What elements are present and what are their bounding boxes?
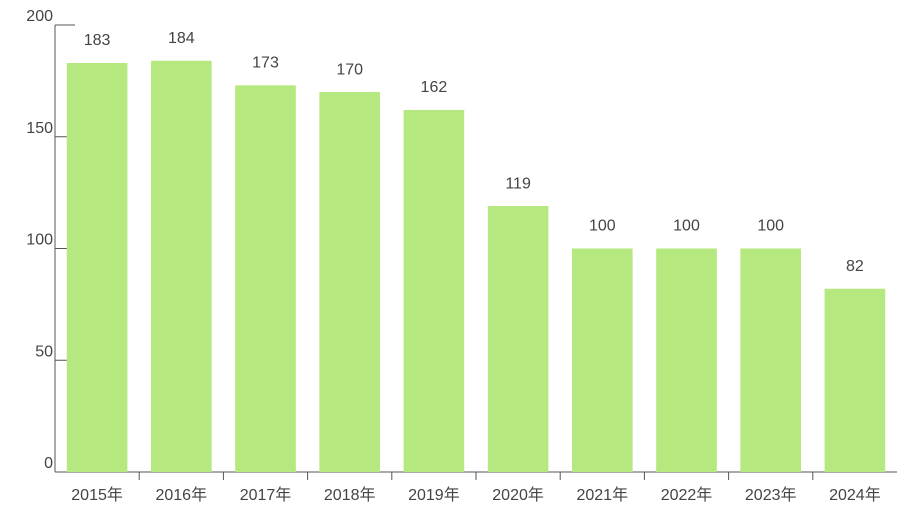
value-label: 82 [846, 258, 864, 275]
bar [235, 85, 296, 472]
bar [319, 92, 381, 473]
bar [740, 248, 802, 472]
y-tick-label: 200 [26, 8, 53, 25]
x-tick-label: 2022年 [661, 486, 713, 504]
value-label: 100 [757, 218, 784, 235]
bar [150, 60, 212, 472]
y-tick-label: 100 [26, 232, 53, 249]
x-tick-label: 2018年 [324, 486, 376, 504]
bar [824, 288, 886, 472]
value-label: 173 [252, 55, 279, 72]
bar [66, 62, 128, 473]
value-label: 184 [168, 30, 195, 47]
bar [571, 248, 633, 472]
y-tick-label: 50 [35, 343, 53, 360]
value-label: 100 [673, 218, 700, 235]
x-tick-label: 2019年 [408, 486, 460, 504]
bar [403, 109, 465, 473]
bar [656, 248, 717, 472]
x-tick-label: 2016年 [155, 486, 207, 504]
value-label: 170 [336, 61, 363, 78]
bar [487, 206, 549, 472]
value-label: 183 [84, 32, 111, 49]
x-tick-label: 2015年 [71, 486, 123, 504]
x-tick-label: 2024年 [829, 486, 881, 504]
value-label: 100 [589, 218, 616, 235]
y-tick-label: 150 [26, 120, 53, 137]
x-tick-label: 2017年 [240, 486, 292, 504]
value-label: 162 [421, 79, 448, 96]
x-tick-label: 2021年 [576, 486, 628, 504]
x-tick-label: 2020年 [492, 486, 544, 504]
y-tick-label: 0 [44, 455, 53, 472]
value-label: 119 [505, 175, 531, 192]
x-tick-label: 2023年 [745, 486, 797, 504]
